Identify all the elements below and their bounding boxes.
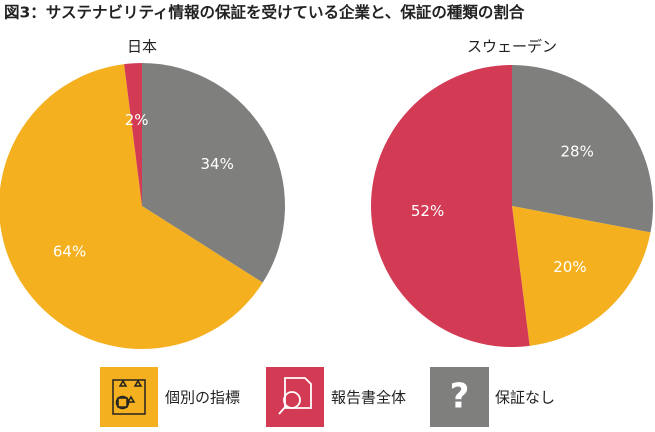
pie-title: スウェーデン <box>467 38 557 56</box>
value-label: 28% <box>561 143 594 161</box>
legend-swatch <box>266 367 324 427</box>
value-label: 64% <box>53 242 86 260</box>
value-label: 34% <box>201 155 234 173</box>
legend-label: 保証なし <box>495 389 555 407</box>
legend-label: 個別の指標 <box>165 389 240 407</box>
value-label: 52% <box>411 202 444 220</box>
legend-swatch <box>100 367 158 427</box>
icon-indicators <box>112 379 146 415</box>
page-title: 図3：サステナビリティ情報の保証を受けている企業と、保証の種類の割合 <box>4 3 525 22</box>
icon-question: ? <box>450 377 470 417</box>
legend-swatch <box>430 367 489 427</box>
pie-slice <box>371 64 530 348</box>
pie-slice <box>124 63 142 206</box>
pie-title: 日本 <box>127 38 157 56</box>
pie-slice <box>512 65 653 233</box>
legend-label: 報告書全体 <box>331 389 406 407</box>
legend: ? 個別の指標 報告書全体 保証なし <box>100 367 555 427</box>
value-label: 20% <box>553 258 586 276</box>
icon-report <box>278 377 312 415</box>
pie-slice <box>512 206 651 346</box>
pie-slice <box>142 63 285 283</box>
value-label: 2% <box>125 111 149 129</box>
pie-slice <box>0 64 263 349</box>
